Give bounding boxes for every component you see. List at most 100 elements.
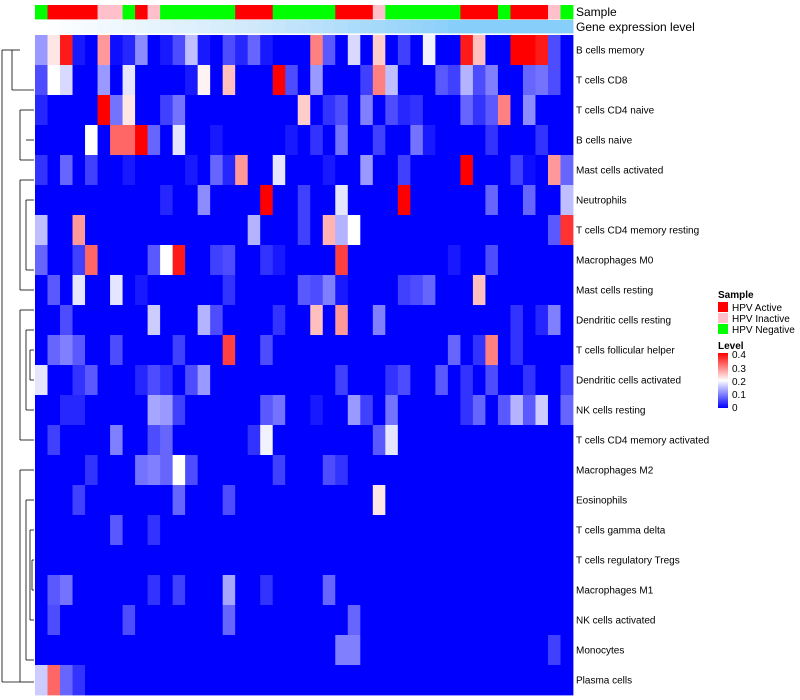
heatmap-cell [47, 155, 61, 186]
heatmap-cell [422, 35, 436, 66]
heatmap-cell [310, 455, 324, 486]
heatmap-cell [85, 365, 98, 396]
heatmap-cell [435, 305, 449, 336]
heatmap-cell [360, 485, 374, 516]
heatmap-cell [385, 365, 399, 396]
heatmap-cell [172, 545, 186, 576]
heatmap-cell [210, 545, 224, 576]
heatmap-cell [235, 605, 249, 636]
heatmap-cell [135, 455, 149, 486]
heatmap-cell [185, 395, 199, 426]
heatmap-cell [222, 65, 236, 96]
heatmap-cell [272, 65, 286, 96]
heatmap-cell [160, 545, 174, 576]
heatmap-cell [385, 605, 399, 636]
heatmap-cell [335, 65, 349, 96]
heatmap-cell [172, 215, 186, 246]
heatmap-cell [422, 455, 436, 486]
heatmap-cell [510, 605, 524, 636]
heatmap-cell [385, 485, 399, 516]
heatmap-cell [147, 95, 161, 126]
heatmap-cell [460, 275, 474, 306]
heatmap-cell [160, 515, 174, 546]
sample-annotation-bar [35, 5, 574, 20]
heatmap-cell [235, 665, 249, 696]
heatmap-cell [360, 665, 374, 696]
heatmap-cell [322, 65, 336, 96]
heatmap-cell [460, 515, 474, 546]
heatmap-cell [210, 485, 224, 516]
heatmap-cell [547, 215, 561, 246]
heatmap-cell [110, 335, 123, 366]
heatmap-cell [97, 635, 111, 666]
heatmap-cell [285, 215, 299, 246]
heatmap-cell [47, 185, 61, 216]
heatmap-cell [310, 305, 324, 336]
heatmap-cell [122, 305, 136, 336]
row-dendrogram [1, 49, 34, 683]
legend-swatch-hpv-active [718, 302, 728, 312]
heatmap-cell [122, 215, 136, 246]
heatmap-cell [497, 365, 511, 396]
heatmap-cell [560, 455, 574, 486]
heatmap-cell [97, 575, 111, 606]
heatmap-cell [160, 65, 174, 96]
heatmap-cell [110, 125, 123, 156]
heatmap-cell [160, 155, 174, 186]
heatmap-cell [435, 35, 449, 66]
expression-annotation-cell [510, 20, 524, 34]
heatmap-cell [360, 605, 374, 636]
heatmap-cell [260, 155, 274, 186]
heatmap-cell [247, 515, 261, 546]
heatmap-cell [97, 365, 111, 396]
heatmap-cell [47, 35, 61, 66]
heatmap-cell [372, 605, 386, 636]
heatmap-cell [260, 665, 274, 696]
sample-annotation-cell [122, 5, 136, 20]
expression-annotation-cell [247, 20, 261, 34]
heatmap-cell [447, 95, 461, 126]
heatmap-cell [60, 245, 73, 276]
heatmap-cell [60, 425, 73, 456]
heatmap-cell [322, 215, 336, 246]
heatmap-cell [160, 605, 174, 636]
heatmap-cell [185, 35, 199, 66]
heatmap-cell [560, 425, 574, 456]
heatmap-cell [47, 545, 61, 576]
heatmap-cell [347, 305, 361, 336]
heatmap-cell [222, 485, 236, 516]
heatmap-cell [485, 275, 499, 306]
heatmap-cell [385, 545, 399, 576]
heatmap-cell [247, 545, 261, 576]
heatmap-cell [60, 95, 73, 126]
expression-annotation-cell [347, 20, 361, 34]
sample-legend: Sample HPV Active HPV Inactive HPV Negat… [718, 290, 795, 336]
heatmap-cell [297, 305, 311, 336]
heatmap-cell [47, 635, 61, 666]
heatmap-cell [435, 605, 449, 636]
heatmap-cell [210, 185, 224, 216]
heatmap-cell [372, 365, 386, 396]
heatmap-cell [272, 515, 286, 546]
heatmap-cell [47, 455, 61, 486]
heatmap-cell [210, 275, 224, 306]
heatmap-cell [110, 605, 123, 636]
heatmap-cell [447, 245, 461, 276]
heatmap-cell [460, 365, 474, 396]
heatmap-cell [172, 635, 186, 666]
heatmap-cell [372, 335, 386, 366]
heatmap-cell [372, 155, 386, 186]
heatmap-cell [260, 185, 274, 216]
expression-annotation-cell [460, 20, 474, 34]
heatmap-cell [447, 305, 461, 336]
heatmap-cell [285, 635, 299, 666]
heatmap-cell [210, 665, 224, 696]
heatmap-cell [197, 305, 211, 336]
heatmap-cell [172, 35, 186, 66]
heatmap-cell [497, 125, 511, 156]
heatmap-cell [547, 485, 561, 516]
heatmap-cell [197, 185, 211, 216]
heatmap-cell [510, 35, 524, 66]
heatmap-cell [260, 635, 274, 666]
expression-annotation-cell [60, 20, 73, 34]
